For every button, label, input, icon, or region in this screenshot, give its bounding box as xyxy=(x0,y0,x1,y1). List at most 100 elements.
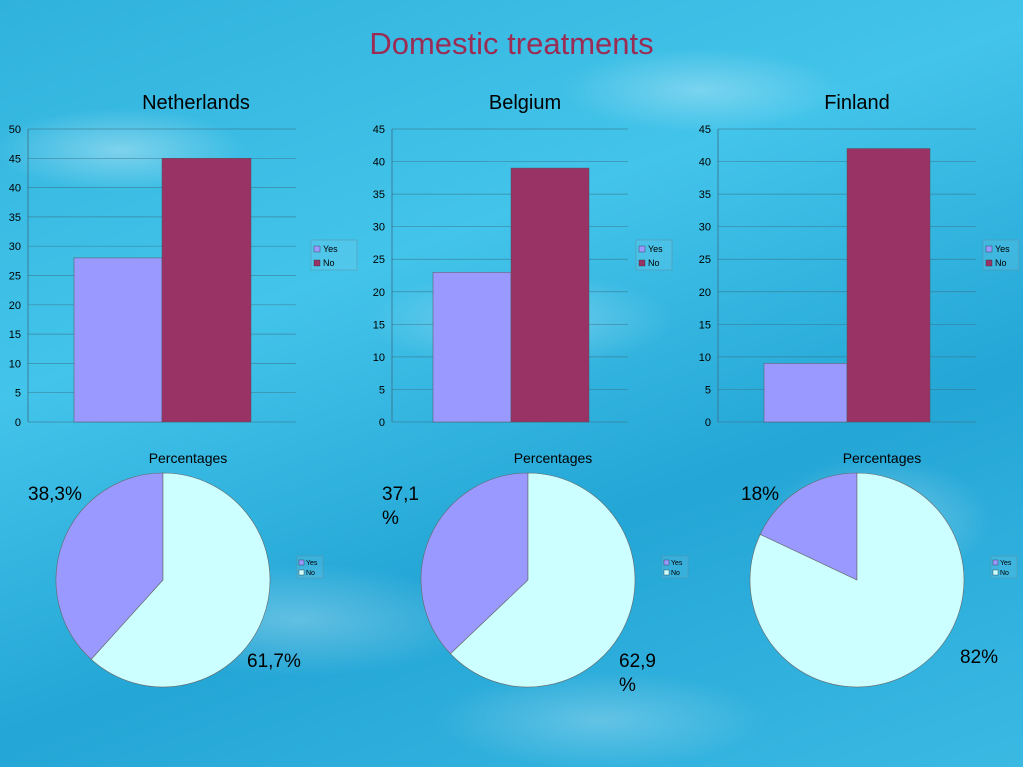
y-tick-label: 20 xyxy=(699,287,711,299)
legend: Yes No xyxy=(661,555,689,579)
pie-data-label-line: 62,9 xyxy=(619,651,656,672)
legend-label: Yes xyxy=(671,560,683,567)
y-tick-label: 40 xyxy=(9,183,21,195)
y-tick-label: 30 xyxy=(9,241,21,253)
bar-yes xyxy=(763,363,848,423)
legend-label: Yes xyxy=(1000,560,1012,567)
y-tick-label: 40 xyxy=(699,157,711,169)
pie-data-label-line: 61,7% xyxy=(247,651,301,672)
legend-label: Yes xyxy=(648,244,663,254)
y-tick-label: 30 xyxy=(373,222,385,234)
legend-swatch xyxy=(298,569,305,576)
legend-swatch xyxy=(298,559,305,566)
bar-chart-finland: Finland 0 5 10 15 20 25 30 35 40 45 Yes No xyxy=(699,92,1020,429)
y-tick-label: 15 xyxy=(9,329,21,341)
y-tick-label: 35 xyxy=(9,212,21,224)
pie-data-label: 38,3% xyxy=(28,484,82,505)
y-tick-label: 5 xyxy=(379,384,385,396)
y-tick-label: 20 xyxy=(9,300,21,312)
pie-data-label-line: 37,1 xyxy=(382,484,419,505)
legend-swatch xyxy=(313,259,321,267)
legend-label: No xyxy=(995,258,1007,268)
legend-swatch xyxy=(992,569,999,576)
y-tick-label: 50 xyxy=(9,124,21,136)
legend-swatch xyxy=(638,245,646,253)
legend-swatch xyxy=(313,245,321,253)
legend-label: Yes xyxy=(995,244,1010,254)
y-tick-label: 15 xyxy=(699,319,711,331)
pie-slice-yes xyxy=(55,472,164,660)
bar-chart-title: Finland xyxy=(824,92,890,114)
pie-data-label-line: % xyxy=(382,508,399,529)
legend: Yes No xyxy=(982,239,1020,271)
pie-chart-1: Percentages 38,3% 61,7% Yes No xyxy=(28,450,324,688)
pie-data-label-line: % xyxy=(619,675,636,696)
bar-chart-netherlands: Netherlands 0 5 10 15 20 25 30 35 40 45 50 Yes No xyxy=(9,92,358,429)
legend: Yes No xyxy=(310,239,358,271)
legend-swatch xyxy=(985,245,993,253)
y-tick-label: 5 xyxy=(705,384,711,396)
legend: Yes No xyxy=(990,555,1018,579)
y-tick-label: 5 xyxy=(15,388,21,400)
legend-label: Yes xyxy=(306,560,318,567)
bar-no xyxy=(161,158,252,423)
y-tick-label: 40 xyxy=(373,157,385,169)
y-tick-label: 35 xyxy=(699,189,711,201)
legend-label: No xyxy=(306,570,315,577)
pie-data-label-line: 38,3% xyxy=(28,484,82,505)
pie-slice-no xyxy=(749,472,965,688)
legend: Yes No xyxy=(296,555,324,579)
pie-slice-yes xyxy=(420,472,529,655)
legend: Yes No xyxy=(635,239,673,271)
y-tick-label: 45 xyxy=(373,124,385,136)
y-tick-label: 25 xyxy=(9,271,21,283)
legend-swatch xyxy=(663,559,670,566)
bar-no xyxy=(510,167,590,423)
pie-data-label: 82% xyxy=(960,647,998,668)
y-tick-label: 25 xyxy=(373,254,385,266)
pie-slice-no xyxy=(90,472,271,688)
legend-swatch xyxy=(985,259,993,267)
pie-chart-title: Percentages xyxy=(149,450,228,466)
pie-slice-yes xyxy=(759,472,858,581)
bar-yes xyxy=(73,257,163,423)
y-tick-label: 10 xyxy=(9,358,21,370)
y-tick-label: 25 xyxy=(699,254,711,266)
pie-data-label: 18% xyxy=(741,484,779,505)
legend-swatch xyxy=(992,559,999,566)
pie-chart-title: Percentages xyxy=(843,450,922,466)
bar-yes xyxy=(432,271,512,423)
pie-slice-no xyxy=(450,472,636,688)
bar-no xyxy=(846,148,931,423)
bar-chart-title: Netherlands xyxy=(142,92,250,114)
bar-chart-belgium: Belgium 0 5 10 15 20 25 30 35 40 45 Yes No xyxy=(373,92,673,429)
y-tick-label: 10 xyxy=(373,352,385,364)
y-tick-label: 45 xyxy=(9,153,21,165)
pie-chart-3: Percentages 18% 82% Yes No xyxy=(741,450,1018,688)
pie-data-label: 37,1% xyxy=(382,484,419,529)
y-tick-label: 0 xyxy=(705,417,711,429)
legend-label: No xyxy=(1000,570,1009,577)
y-tick-label: 45 xyxy=(699,124,711,136)
pie-data-label: 62,9% xyxy=(619,651,656,696)
y-tick-label: 10 xyxy=(699,352,711,364)
legend-label: Yes xyxy=(323,244,338,254)
pie-data-label: 61,7% xyxy=(247,651,301,672)
legend-label: No xyxy=(323,258,335,268)
pie-data-label-line: 18% xyxy=(741,484,779,505)
legend-swatch xyxy=(638,259,646,267)
pie-chart-title: Percentages xyxy=(514,450,593,466)
y-tick-label: 0 xyxy=(15,417,21,429)
y-tick-label: 20 xyxy=(373,287,385,299)
y-tick-label: 0 xyxy=(379,417,385,429)
legend-label: No xyxy=(671,570,680,577)
y-tick-label: 30 xyxy=(699,222,711,234)
legend-swatch xyxy=(663,569,670,576)
bar-chart-title: Belgium xyxy=(489,92,561,114)
legend-label: No xyxy=(648,258,660,268)
y-tick-label: 35 xyxy=(373,189,385,201)
pie-data-label-line: 82% xyxy=(960,647,998,668)
page-title: Domestic treatments xyxy=(369,26,654,61)
